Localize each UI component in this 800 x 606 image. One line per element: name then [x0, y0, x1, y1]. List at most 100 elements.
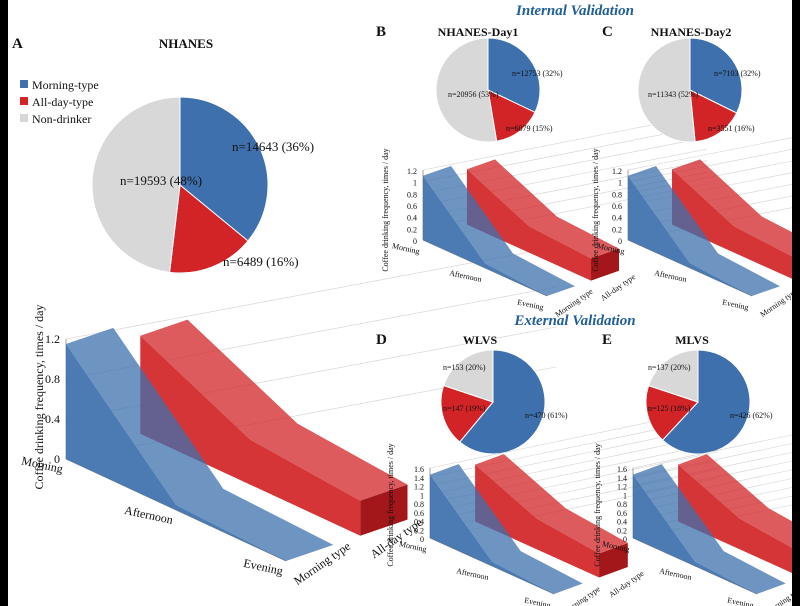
panel-title-C: NHANES-Day2 — [651, 25, 732, 39]
area-E-gridline — [632, 432, 800, 469]
area-D-ytick: 1 — [420, 491, 424, 500]
area-A-ylabel: Coffee drinking frequency, times / day — [32, 305, 46, 490]
pie-A-slice-morning — [179, 96, 269, 242]
area-E-morning-front — [633, 474, 757, 594]
panel-letter-B: B — [376, 24, 386, 40]
area-A-all-day-top — [140, 319, 408, 501]
area-D-all-day-front — [475, 464, 600, 578]
area-D-xlabel-evening: Evening — [523, 596, 551, 606]
area-E-xlabel-evening: Evening — [726, 596, 754, 606]
area-A-xlabel-afternoon: Afternoon — [123, 503, 174, 527]
panel-letter-E: E — [602, 332, 612, 348]
legend-label-non-drinker: Non-drinker — [32, 112, 91, 126]
pie-E-slice-non-drinker — [647, 349, 699, 403]
area-D-ytick: 1.6 — [414, 465, 424, 474]
legend-label-morning: Morning-type — [32, 78, 99, 92]
figure-svg: Internal Validation External Validation … — [12, 3, 800, 606]
pie-E-slice-all-day — [645, 385, 699, 441]
pie-D-label-all-day: n=147 (19%) — [443, 404, 486, 413]
pie-D-slice-all-day — [440, 384, 494, 443]
figure-panel: Internal Validation External Validation … — [8, 0, 800, 606]
area-E-ytick: 0.8 — [617, 500, 627, 509]
area-B-all-day-top — [467, 159, 619, 259]
internal-validation-title: Internal Validation — [515, 3, 634, 19]
area-C-gridline — [627, 135, 800, 171]
pie-B-slice-non-drinker — [435, 37, 498, 143]
pie-D-label-morning: n=470 (61%) — [525, 411, 568, 420]
area-B-ytick: 0 — [413, 237, 417, 246]
area-A-ytick: 0 — [54, 452, 60, 466]
area-B-ylabel: Coffee drinking frequency, times / day — [381, 148, 390, 271]
area-B-xlabel-evening: Evening — [516, 298, 544, 312]
pie-E-label-morning: n=426 (62%) — [730, 411, 773, 420]
pie-B-label-all-day: n=6079 (15%) — [506, 124, 553, 133]
pie-B-slice-morning — [487, 37, 541, 113]
pie-C-slice-non-drinker — [637, 37, 696, 143]
area-E-morning-top — [633, 464, 786, 594]
area-B-morning-top — [423, 166, 575, 296]
area-C-ytick: 0 — [618, 237, 622, 246]
area-A-xlabel-evening: Evening — [242, 556, 284, 578]
area-D-xlabel-afternoon: Afternoon — [455, 566, 489, 582]
panel-letter-D: D — [376, 332, 387, 348]
area-C-ytick: 1 — [618, 179, 622, 188]
pie-E: n=426 (62%) n=125 (18%) n=137 (20%) — [645, 349, 773, 455]
legend-label-all-day: All-day-type — [32, 95, 93, 109]
area-E-all-day-top — [678, 454, 800, 553]
area-C-ytick: 0.4 — [612, 214, 622, 223]
area-D-morning-front — [430, 474, 554, 594]
pie-C-slice-morning — [689, 37, 743, 114]
area-B-all-day-front — [467, 169, 591, 281]
chart-panels: A NHANES n=14643 (36%) n=6489 (16%) n=19593 … — [12, 24, 800, 606]
pie-B-label-morning: n=12753 (32%) — [512, 69, 563, 78]
legend-swatch-all-day — [20, 97, 28, 105]
pie-C-slice-all-day — [689, 89, 738, 143]
area-E: 00.20.40.60.811.21.41.6MorningAfternoonE… — [593, 432, 800, 606]
panel-title-D: WLVS — [463, 333, 498, 347]
area-E-all-day-front — [678, 464, 800, 577]
pie-B: n=12753 (32%) n=6079 (15%) n=20956 (53%) — [435, 37, 563, 143]
area-C-xlabel-evening: Evening — [721, 298, 749, 312]
pie-D-label-non-drinker: n=153 (20%) — [443, 363, 486, 372]
panel-title-B: NHANES-Day1 — [438, 25, 519, 39]
area-D-ytick: 1.4 — [414, 474, 424, 483]
area-C-morning-front — [628, 175, 752, 296]
area-E-ytick: 0.6 — [617, 509, 627, 518]
pie-A-slice-all-day — [169, 184, 249, 274]
area-D-morning-top — [430, 464, 583, 594]
area-D-ylabel: Coffee drinking frequency, times / day — [386, 443, 395, 566]
area-A-morning-top — [66, 327, 334, 561]
area-B-xlabel-afternoon: Afternoon — [448, 268, 482, 284]
pie-A-label-morning: n=14643 (36%) — [232, 139, 314, 154]
area-E-ytick: 0.2 — [617, 526, 627, 535]
legend: Morning-type All-day-type Non-drinker — [20, 78, 99, 126]
area-D-ytick: 1.2 — [414, 483, 424, 492]
pie-E-label-non-drinker: n=137 (20%) — [648, 363, 691, 372]
area-D-ytick: 0.2 — [414, 526, 424, 535]
panel-letter-A: A — [12, 36, 23, 52]
area-B-depth-label-all-day: All-day type — [599, 272, 637, 303]
pie-D: n=470 (61%) n=147 (19%) n=153 (20%) — [440, 349, 568, 455]
area-C-xlabel-afternoon: Afternoon — [653, 268, 687, 284]
area-D-ytick: 0.8 — [414, 500, 424, 509]
pie-E-slice-morning — [661, 349, 751, 455]
pie-C: n=7103 (32%) n=3551 (16%) n=11343 (52%) — [637, 37, 761, 143]
area-E-ytick: 1.4 — [617, 474, 627, 483]
area-B-morning-front — [423, 175, 547, 296]
area-E-ytick: 1 — [623, 491, 627, 500]
area-C-all-day-front — [672, 169, 796, 281]
area-E-xlabel-afternoon: Afternoon — [658, 566, 692, 582]
area-C-ytick: 0.8 — [612, 190, 622, 199]
area-D-depth-label-all-day: All-day type — [607, 569, 645, 600]
pie-B-slice-all-day — [487, 89, 536, 142]
area-A-all-day-front — [140, 335, 361, 536]
area-C-ylabel: Coffee drinking frequency, times / day — [591, 148, 600, 271]
pie-A-label-non-drinker: n=19593 (48%) — [120, 173, 202, 188]
area-E-ytick: 0.4 — [617, 518, 627, 527]
pie-D-slice-morning — [459, 349, 546, 455]
pie-C-label-morning: n=7103 (32%) — [714, 69, 761, 78]
area-D-all-day-top — [475, 454, 628, 554]
area-A-ytick: 0.8 — [45, 372, 60, 386]
